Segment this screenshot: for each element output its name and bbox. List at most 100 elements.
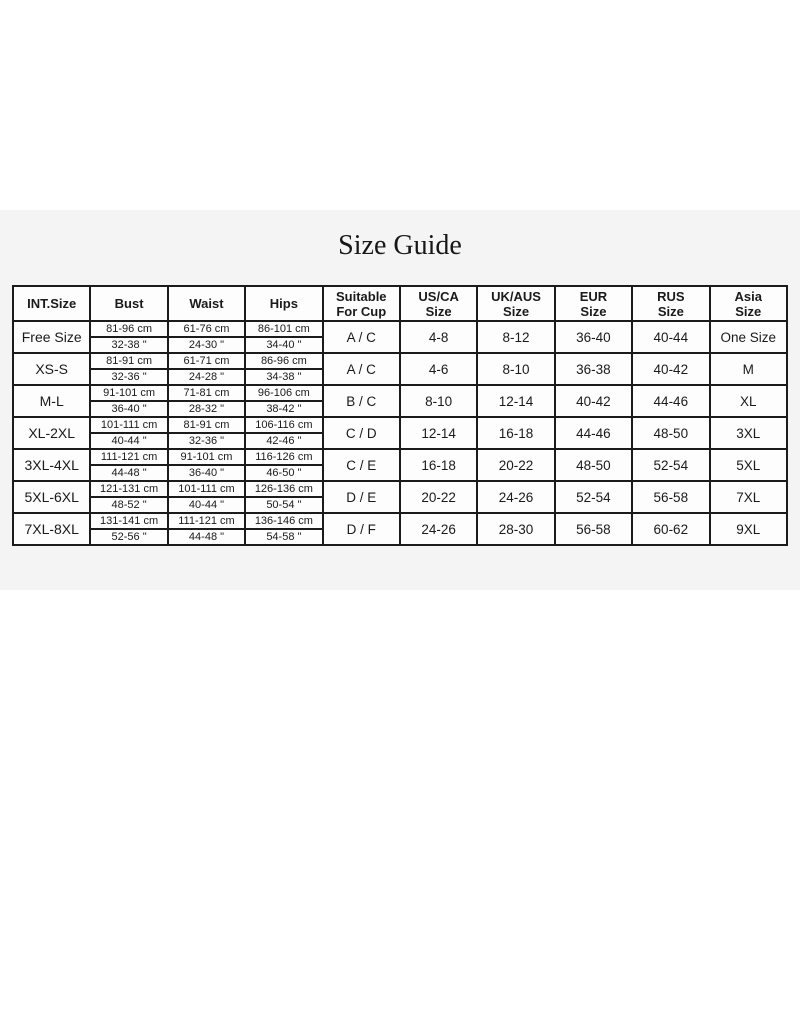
size-row-inches: 44-48 " 36-40 " 46-50 " (13, 464, 787, 482)
int-size-cell: M-L (11, 384, 92, 418)
waist-in-cell: 44-48 " (166, 528, 247, 546)
hips-in-cell: 54-58 " (244, 528, 324, 546)
bust-in-cell: 32-38 " (89, 336, 169, 354)
usca-cell: 8-10 (398, 384, 479, 418)
usca-cell: 4-6 (398, 352, 479, 386)
rus-cell: 60-62 (631, 512, 711, 546)
rus-cell: 44-46 (631, 384, 711, 418)
size-row: XL-2XL 101-111 cm 81-91 cm 106-116 cm C … (11, 416, 789, 450)
header-hips: Hips (244, 285, 324, 322)
cup-cell: B / C (321, 384, 401, 418)
eur-cell: 48-50 (553, 448, 634, 482)
usca-cell: 16-18 (398, 448, 479, 482)
hips-cm-cell: 86-96 cm (244, 352, 324, 370)
ukaus-cell: 20-22 (476, 448, 556, 482)
hips-cm-cell: 116-126 cm (244, 448, 324, 466)
ukaus-cell: 28-30 (476, 512, 556, 546)
waist-in-cell: 28-32 " (166, 400, 247, 418)
usca-cell: 12-14 (398, 416, 479, 450)
bust-in-cell: 36-40 " (89, 400, 169, 418)
hips-cm-cell: 106-116 cm (244, 416, 324, 434)
int-size-cell: XS-S (11, 352, 92, 386)
asia-cell: M (708, 352, 789, 386)
waist-in-cell: 24-28 " (166, 368, 247, 386)
int-size-cell: 3XL-4XL (11, 448, 92, 482)
header-asia: Asia Size (708, 285, 789, 322)
size-row: XS-S 81-91 cm 61-71 cm 86-96 cm A / C 4-… (11, 352, 789, 386)
hips-in-cell: 34-38 " (244, 368, 324, 386)
hips-cm-cell: 96-106 cm (244, 384, 324, 402)
hips-in-cell: 42-46 " (244, 432, 324, 450)
size-row-inches: 48-52 " 40-44 " 50-54 " (13, 496, 787, 514)
size-guide-panel: Size Guide INT.Size Bust Waist Hips Suit… (0, 210, 800, 590)
waist-cm-cell: 81-91 cm (166, 416, 247, 434)
cup-cell: D / E (321, 480, 401, 514)
waist-cm-cell: 111-121 cm (166, 512, 247, 530)
bust-in-cell: 44-48 " (89, 464, 169, 482)
size-row-inches: 40-44 " 32-36 " 42-46 " (13, 432, 787, 450)
header-rus: RUS Size (631, 285, 711, 322)
ukaus-cell: 12-14 (476, 384, 556, 418)
usca-cell: 4-8 (398, 320, 479, 354)
cup-cell: A / C (321, 352, 401, 386)
bust-cm-cell: 101-111 cm (89, 416, 169, 434)
bust-cm-cell: 131-141 cm (89, 512, 169, 530)
hips-in-cell: 38-42 " (244, 400, 324, 418)
bust-in-cell: 52-56 " (89, 528, 169, 546)
rus-cell: 56-58 (631, 480, 711, 514)
hips-in-cell: 46-50 " (244, 464, 324, 482)
ukaus-cell: 8-12 (476, 320, 556, 354)
ukaus-cell: 8-10 (476, 352, 556, 386)
header-bust: Bust (89, 285, 169, 322)
cup-cell: C / E (321, 448, 401, 482)
usca-cell: 20-22 (398, 480, 479, 514)
asia-cell: 5XL (708, 448, 789, 482)
asia-cell: One Size (708, 320, 789, 354)
waist-cm-cell: 61-76 cm (166, 320, 247, 338)
rus-cell: 40-44 (631, 320, 711, 354)
bust-cm-cell: 91-101 cm (89, 384, 169, 402)
header-usca: US/CA Size (398, 285, 479, 322)
page-title: Size Guide (338, 230, 462, 261)
eur-cell: 44-46 (553, 416, 634, 450)
asia-cell: XL (708, 384, 789, 418)
int-size-cell: Free Size (11, 320, 92, 354)
bust-cm-cell: 81-96 cm (89, 320, 169, 338)
size-row: 7XL-8XL 131-141 cm 111-121 cm 136-146 cm… (11, 512, 789, 546)
cup-cell: C / D (321, 416, 401, 450)
eur-cell: 56-58 (553, 512, 634, 546)
waist-cm-cell: 71-81 cm (166, 384, 247, 402)
bust-cm-cell: 121-131 cm (89, 480, 169, 498)
eur-cell: 36-38 (553, 352, 634, 386)
bust-cm-cell: 81-91 cm (89, 352, 169, 370)
ukaus-cell: 24-26 (476, 480, 556, 514)
header-ukaus: UK/AUS Size (476, 285, 556, 322)
size-row: 5XL-6XL 121-131 cm 101-111 cm 126-136 cm… (11, 480, 789, 514)
hips-cm-cell: 126-136 cm (244, 480, 324, 498)
rus-cell: 48-50 (631, 416, 711, 450)
eur-cell: 52-54 (553, 480, 634, 514)
asia-cell: 3XL (708, 416, 789, 450)
size-row-inches: 52-56 " 44-48 " 54-58 " (13, 528, 787, 546)
header-row: INT.Size Bust Waist Hips Suitable For Cu… (11, 285, 789, 322)
ukaus-cell: 16-18 (476, 416, 556, 450)
waist-in-cell: 40-44 " (166, 496, 247, 514)
rus-cell: 52-54 (631, 448, 711, 482)
hips-cm-cell: 86-101 cm (244, 320, 324, 338)
rus-cell: 40-42 (631, 352, 711, 386)
bust-in-cell: 32-36 " (89, 368, 169, 386)
waist-in-cell: 24-30 " (166, 336, 247, 354)
size-row-inches: 32-36 " 24-28 " 34-38 " (13, 368, 787, 386)
asia-cell: 9XL (708, 512, 789, 546)
bust-in-cell: 40-44 " (89, 432, 169, 450)
eur-cell: 40-42 (553, 384, 634, 418)
asia-cell: 7XL (708, 480, 789, 514)
hips-in-cell: 34-40 " (244, 336, 324, 354)
size-row: 3XL-4XL 111-121 cm 91-101 cm 116-126 cm … (11, 448, 789, 482)
bust-cm-cell: 111-121 cm (89, 448, 169, 466)
waist-in-cell: 32-36 " (166, 432, 247, 450)
cup-cell: D / F (321, 512, 401, 546)
int-size-cell: 5XL-6XL (11, 480, 92, 514)
header-eur: EUR Size (553, 285, 634, 322)
int-size-cell: 7XL-8XL (11, 512, 92, 546)
